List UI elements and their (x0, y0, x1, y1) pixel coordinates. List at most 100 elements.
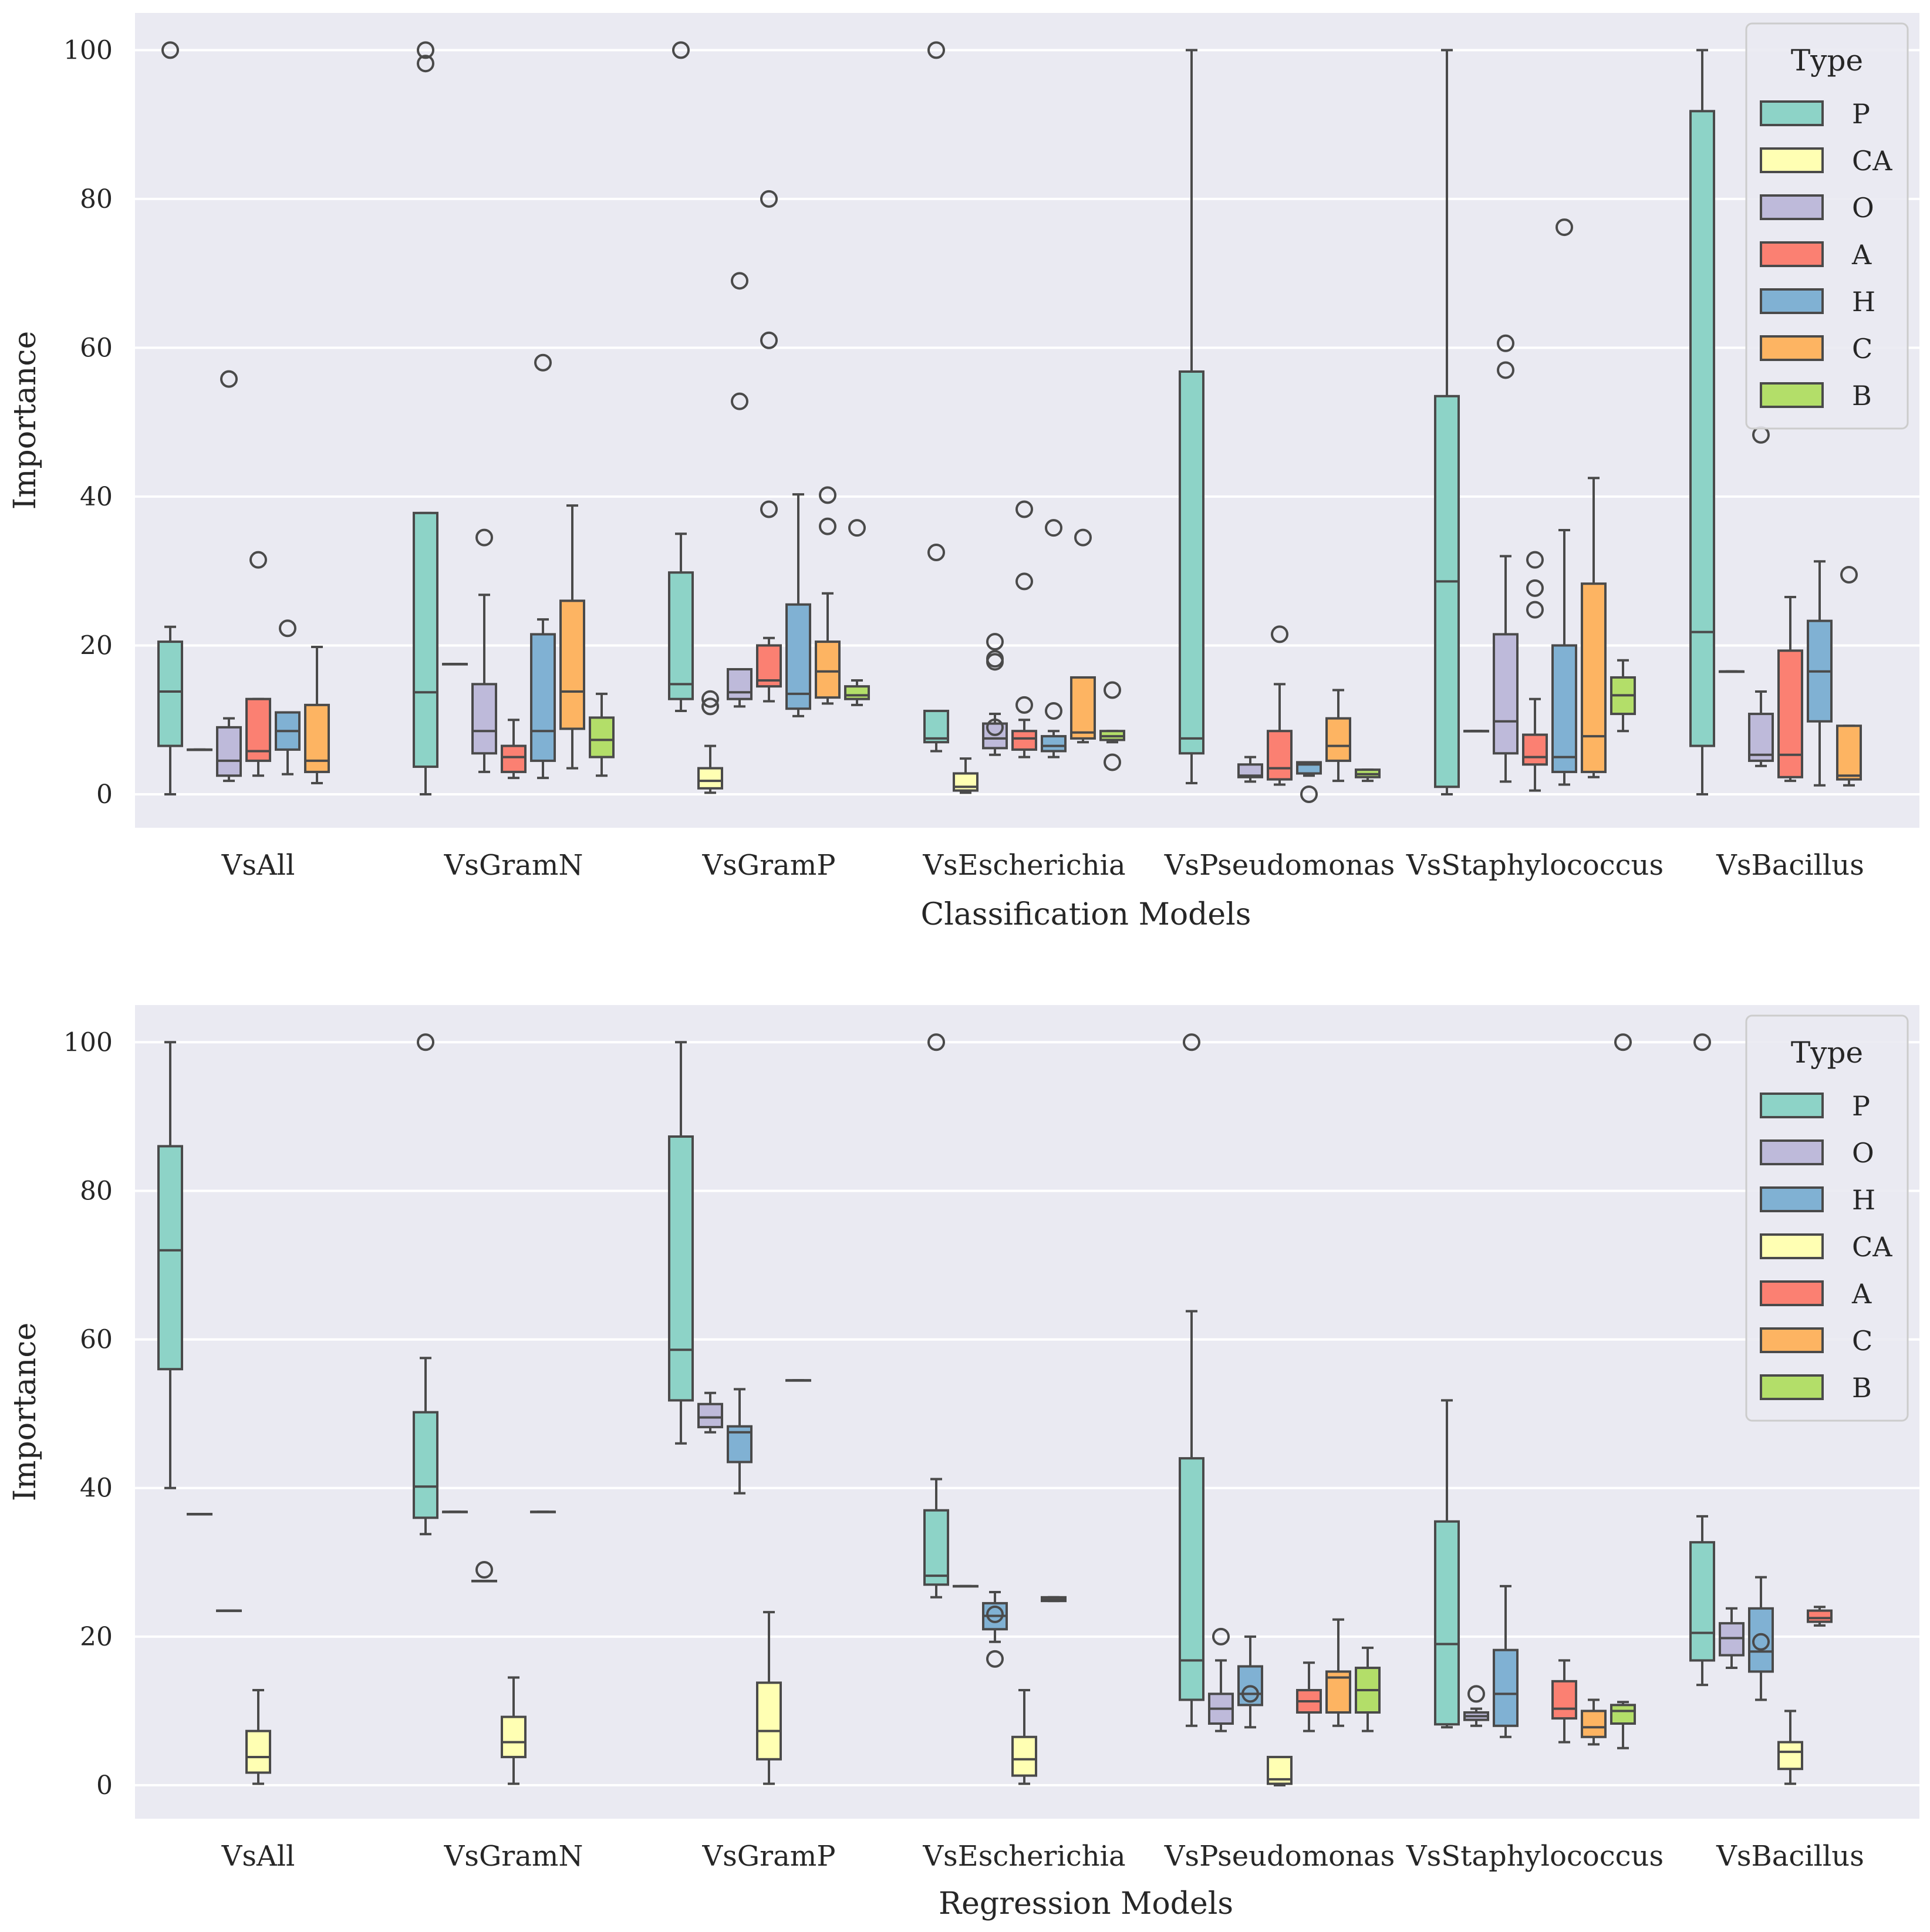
box-VsGramN-H (530, 353, 556, 780)
outlier-point (986, 653, 1004, 671)
box-VsGramN-A (501, 719, 527, 780)
chart-panel-2: 0 20 40 60 80 100 VsAll VsGramN VsGramP VsEscheri… (8, 1005, 1919, 1921)
box-body (1179, 1457, 1204, 1701)
outlier-point (417, 1033, 434, 1051)
box-body (471, 683, 497, 755)
outlier-point (1467, 1685, 1485, 1703)
outlier-point (986, 718, 1004, 736)
box-VsEscherichia-A (1041, 1596, 1067, 1603)
legend-label-A: A (1851, 1278, 1872, 1310)
box-VsGramP-CA (697, 690, 723, 794)
box-VsGramP-A (785, 1379, 811, 1382)
plot-area (135, 1005, 1919, 1819)
box-VsBacillus-A (1777, 596, 1803, 783)
box-VsAll-P (157, 1041, 183, 1489)
legend-swatch-O (1760, 1139, 1824, 1165)
outlier-point (672, 41, 690, 59)
box-VsEscherichia-O (982, 633, 1008, 756)
box-VsStaphylococcus-P (1434, 49, 1460, 795)
box-body (589, 716, 615, 758)
outlier-point (848, 519, 866, 537)
outlier-point (1271, 625, 1288, 643)
box-body (844, 685, 870, 700)
x-tick-label: VsAll (221, 849, 295, 882)
box-body (697, 1402, 723, 1428)
box-body (1836, 724, 1862, 781)
outlier-point (1045, 702, 1062, 720)
box-body (157, 640, 183, 747)
outlier-point (1015, 696, 1033, 714)
box-VsPseudomonas-O (1237, 756, 1263, 783)
legend-swatch-C (1760, 335, 1824, 361)
box-VsPseudomonas-H (1296, 761, 1322, 803)
box-body (1011, 1735, 1037, 1777)
box-VsStaphylococcus-C (1581, 1698, 1607, 1746)
box-VsPseudomonas-O (1208, 1627, 1234, 1732)
box-VsStaphylococcus-A (1522, 551, 1548, 792)
box-VsGramP-H (785, 493, 811, 717)
outlier-point (417, 55, 434, 73)
outlier-point (1241, 1685, 1259, 1703)
plot-area (135, 13, 1919, 828)
outlier-point (1526, 551, 1544, 569)
outlier-point (1045, 519, 1062, 537)
box-VsBacillus-H (1748, 1576, 1774, 1701)
box-VsStaphylococcus-H (1493, 1584, 1519, 1738)
box-VsGramP-H (727, 1388, 753, 1495)
box-body (1581, 582, 1607, 773)
box-body (727, 668, 753, 700)
legend-label-CA: CA (1852, 145, 1892, 177)
box-VsStaphylococcus-B (1610, 1033, 1636, 1749)
chart-panel-1: 0 20 40 60 80 100 VsAll VsGramN VsGramP VsEscheri… (8, 13, 1919, 932)
box-VsEscherichia-P (923, 41, 949, 753)
outlier-point (1015, 572, 1033, 591)
legend-label-B: B (1852, 380, 1872, 412)
outlier-point (819, 517, 836, 535)
box-body (216, 726, 242, 777)
legend-frame (1745, 22, 1909, 430)
box-VsPseudomonas-P (1179, 1033, 1204, 1727)
box-body (1434, 395, 1460, 788)
x-tick-label: VsBacillus (1716, 849, 1864, 882)
outlier-point (1526, 579, 1544, 597)
outlier-point (1497, 334, 1514, 352)
box-body (1551, 644, 1577, 773)
outlier-point (1183, 1033, 1200, 1051)
box-body (923, 1509, 949, 1586)
box-VsStaphylococcus-B (1610, 659, 1636, 733)
box-VsStaphylococcus-P (1434, 1399, 1460, 1729)
legend-label-A: A (1851, 239, 1872, 271)
box-VsGramP-C (815, 486, 841, 705)
legend-swatch-B (1760, 1374, 1824, 1400)
box-body (1689, 1541, 1715, 1662)
box-body (1179, 370, 1204, 755)
box-VsEscherichia-A (1011, 500, 1037, 758)
x-tick-label: VsGramN (444, 849, 583, 882)
outlier-point (1104, 753, 1121, 771)
x-axis-title: Classification Models (920, 897, 1251, 932)
legend-label-CA: CA (1852, 1231, 1892, 1263)
box-VsGramN-C (559, 504, 585, 770)
y-tick-label: 100 (63, 35, 113, 65)
box-body (1807, 1609, 1833, 1623)
legend-label-O: O (1852, 192, 1874, 224)
legend-label-C: C (1852, 333, 1872, 365)
box-VsAll-CA (245, 1689, 271, 1785)
legend-label-C: C (1852, 1325, 1872, 1357)
box-VsGramP-A (756, 190, 782, 703)
box-body (1777, 1741, 1803, 1771)
legend-label-H: H (1852, 286, 1875, 318)
box-body (245, 1729, 271, 1774)
box-VsPseudomonas-A (1267, 625, 1293, 786)
box-VsGramN-CA (442, 663, 468, 666)
box-body (1689, 110, 1715, 747)
box-VsEscherichia-CA (953, 757, 979, 794)
y-tick-label: 20 (80, 630, 113, 660)
outlier-point (475, 1560, 493, 1579)
outlier-point (927, 41, 945, 59)
box-VsGramP-CA (756, 1611, 782, 1785)
box-body (1493, 633, 1519, 755)
box-body (1493, 1648, 1519, 1727)
